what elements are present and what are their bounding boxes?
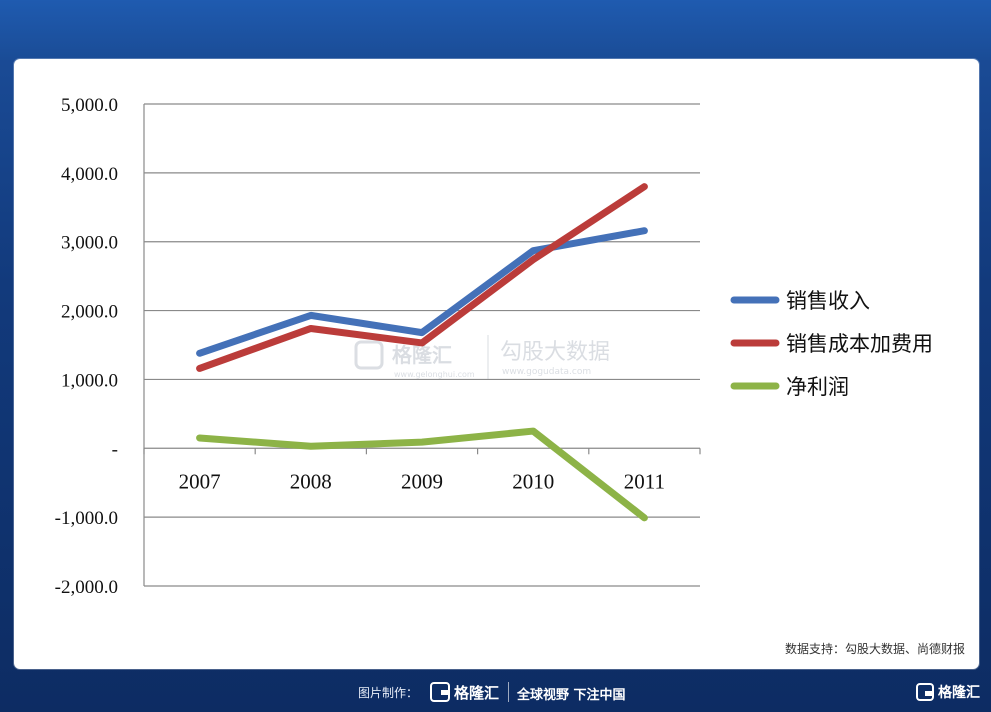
y-tick-labels: 5,000.0 4,000.0 3,000.0 2,000.0 1,000.0 - -1,0… — [55, 95, 118, 598]
footer-bar: 图片制作： 格隆汇 全球视野 下注中国 格隆汇 — [0, 672, 991, 712]
axes — [143, 104, 701, 586]
x-tick-label: 2009 — [401, 469, 443, 493]
watermark-brand: 格隆汇 — [392, 343, 452, 367]
x-tick-label: 2007 — [179, 469, 221, 493]
gridlines — [144, 103, 700, 587]
watermark-logo-icon — [354, 340, 384, 370]
y-tick-label: -1,000.0 — [55, 508, 118, 529]
source-note: 数据支持：勾股大数据、尚德财报 — [784, 642, 965, 656]
watermark-brand2-url: www.gogudata.com — [502, 367, 591, 377]
gelonghui-logo-icon — [430, 682, 450, 702]
y-tick-label: 2,000.0 — [61, 302, 118, 323]
watermark-brand-url: www.gelonghui.com — [394, 370, 475, 379]
x-tick-label: 2011 — [624, 469, 665, 493]
chart-panel: 5,000.0 4,000.0 3,000.0 2,000.0 1,000.0 - -1,0… — [14, 59, 979, 669]
series-line-1 — [196, 183, 648, 372]
y-tick-label: - — [112, 439, 118, 460]
y-tick-label: 1,000.0 — [61, 370, 118, 391]
x-tick-label: 2008 — [290, 469, 332, 493]
corner-logo-text: 格隆汇 — [938, 685, 980, 701]
series-lines — [196, 183, 648, 522]
y-tick-label: -2,000.0 — [55, 577, 118, 598]
footer-logo-text: 格隆汇 — [454, 683, 500, 702]
corner-logo-icon — [916, 683, 934, 701]
y-tick-label: 3,000.0 — [61, 233, 118, 254]
y-tick-label: 5,000.0 — [61, 95, 118, 116]
legend-label: 净利润 — [786, 375, 849, 399]
made-by-label: 图片制作： — [358, 686, 419, 700]
footer-slogan: 全球视野 下注中国 — [517, 688, 626, 703]
series-line-0 — [196, 227, 648, 357]
footer-divider — [508, 682, 509, 702]
legend-label: 销售成本加费用 — [786, 332, 933, 356]
series-line-2 — [196, 427, 648, 522]
legend-label: 销售收入 — [786, 289, 870, 313]
x-tick-label: 2010 — [512, 469, 554, 493]
footer-logo: 格隆汇 — [430, 681, 499, 703]
watermark: 格隆汇 www.gelonghui.com 勾股大数据 www.gogudata… — [354, 335, 610, 379]
watermark-brand2: 勾股大数据 — [500, 340, 610, 365]
header-band — [0, 0, 991, 60]
corner-logo: 格隆汇 — [916, 682, 980, 702]
x-tick-labels: 2007 2008 2009 2010 2011 — [179, 469, 665, 493]
line-chart: 5,000.0 4,000.0 3,000.0 2,000.0 1,000.0 - -1,0… — [55, 95, 933, 598]
y-tick-label: 4,000.0 — [61, 164, 118, 185]
